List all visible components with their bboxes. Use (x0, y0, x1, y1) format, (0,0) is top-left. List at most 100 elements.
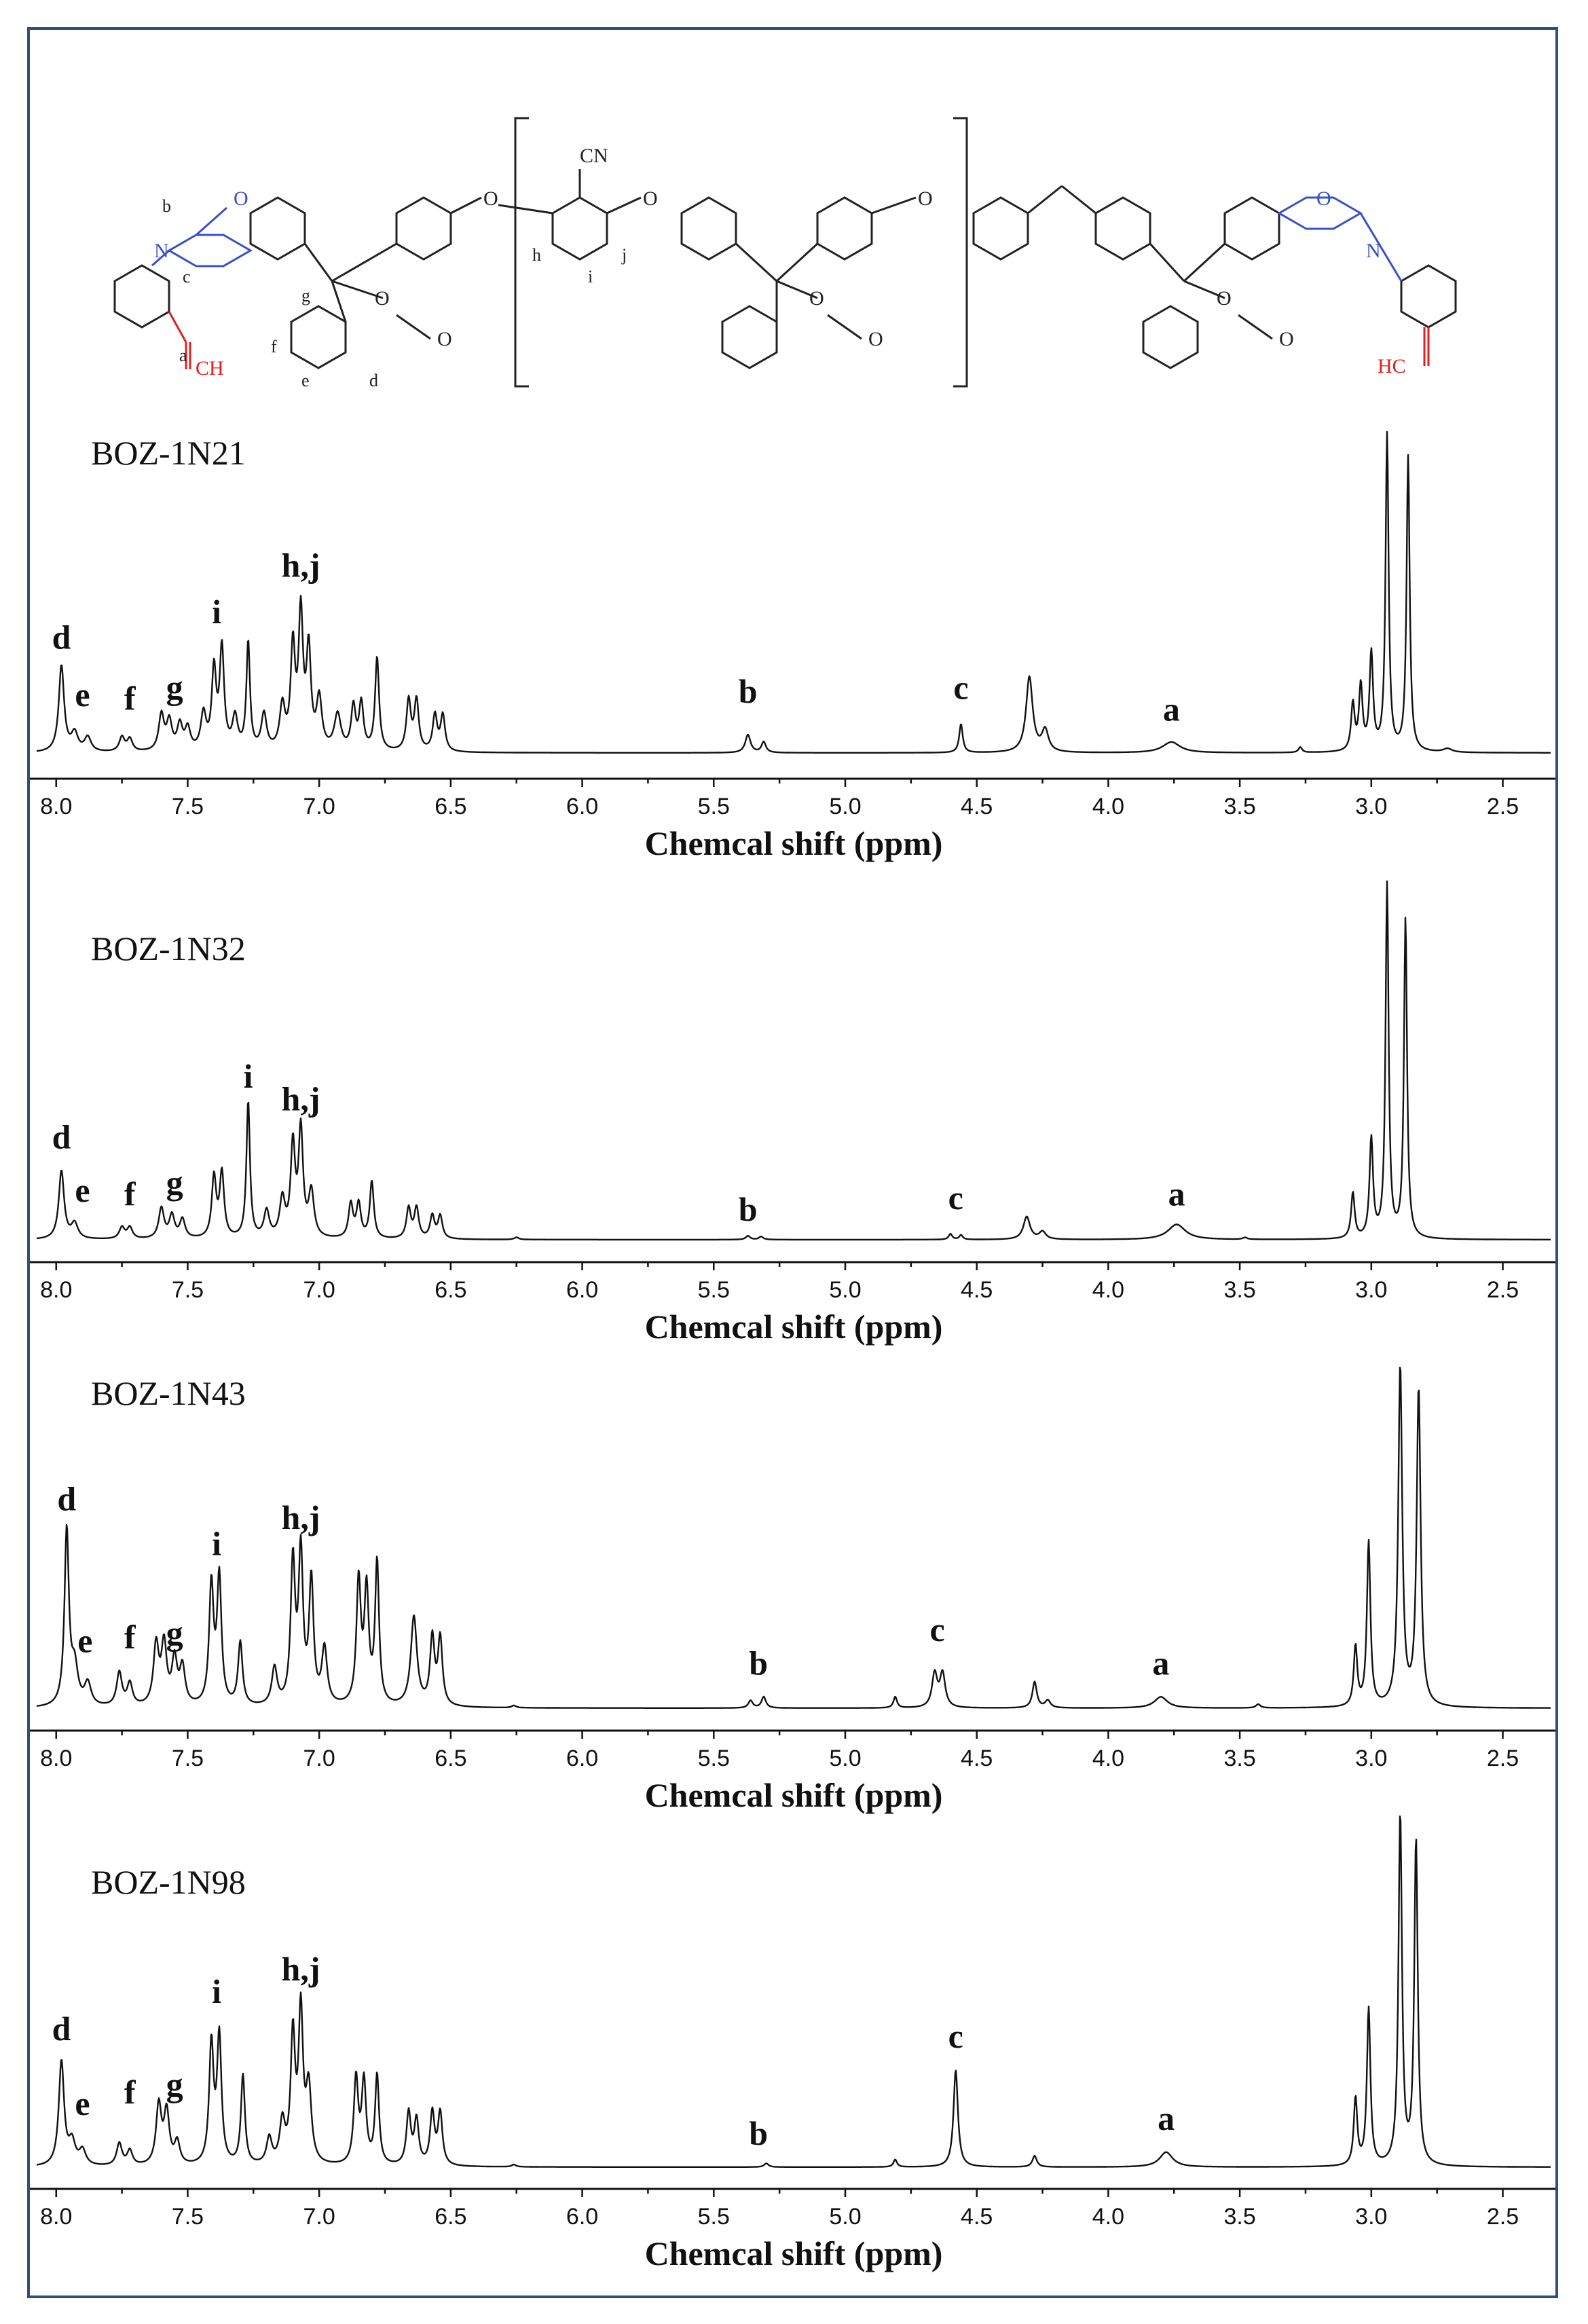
phenyl-ring-ether-left (395, 196, 452, 261)
x-tick-label: 3.5 (1223, 1746, 1255, 1771)
x-tick-label: 6.0 (566, 1746, 598, 1771)
carbonyl-o-label: O (437, 328, 452, 350)
carbonyl-o-label-2: O (868, 328, 883, 350)
ether-bond (871, 196, 917, 215)
peak-label-a: a (1158, 2099, 1175, 2137)
peak-label-i: i (212, 593, 221, 631)
methylene-bond (1061, 185, 1096, 215)
struct-letter-h: h (532, 245, 541, 265)
peak-label-d: d (57, 1480, 76, 1518)
struct-letter-g: g (301, 286, 310, 306)
alkyne-label-left: CH (196, 357, 224, 380)
x-axis-label: Chemcal shift (ppm) (645, 1776, 943, 1814)
struct-letter-d: d (369, 371, 378, 390)
peak-label-i: i (212, 1525, 221, 1563)
spectrum-panel-1: BOZ-1N21 8.0 7.5 7.0 6.5 6.0 5.5 5.0 4.5 4.0 3.5 3.… (30, 430, 1555, 862)
benzonitrile-ring (551, 196, 608, 261)
phenyl-ring-mid-b (816, 196, 873, 261)
peak-label-e: e (75, 2084, 90, 2122)
peak-label-i: i (212, 1972, 221, 2010)
panel-title: BOZ-1N43 (91, 1374, 246, 1412)
peak-label-b: b (749, 1644, 768, 1682)
peak-label-hj: h,j (282, 1950, 320, 1988)
phthalide-ring-left (290, 305, 347, 369)
spectrum-trace (36, 430, 1551, 754)
peak-label-e: e (77, 1622, 92, 1660)
peak-label-b: b (739, 672, 758, 710)
peak-label-c: c (953, 669, 968, 707)
struct-letter-j: j (621, 245, 627, 265)
methylene-bond (1027, 185, 1063, 215)
x-tick-label: 2.5 (1487, 794, 1519, 819)
peak-label-d: d (52, 1118, 71, 1156)
x-tick-label: 3.0 (1355, 794, 1387, 819)
phenyl-ring-right-end (1400, 264, 1457, 329)
x-tick-label: 3.5 (1223, 794, 1255, 819)
x-tick-label: 3.0 (1355, 2204, 1387, 2230)
x-axis-label: Chemcal shift (ppm) (645, 824, 943, 862)
ether-o-label: O (483, 187, 498, 210)
x-tick-label: 8.0 (40, 1277, 72, 1303)
peak-label-hj: h,j (282, 1498, 320, 1536)
x-tick-label: 5.5 (698, 1746, 730, 1771)
x-tick-label: 5.5 (698, 794, 730, 819)
x-tick-label: 5.0 (829, 2204, 861, 2230)
phenyl-ring-left (113, 264, 170, 329)
x-tick-label: 8.0 (40, 794, 72, 819)
chemical-structure: CH N O O O O (113, 117, 1457, 390)
x-tick-label: 5.0 (829, 1746, 861, 1771)
phenyl-ring-right-a (972, 196, 1029, 261)
x-tick-label: 4.0 (1092, 794, 1124, 819)
x-tick-label: 6.0 (566, 2204, 598, 2230)
x-tick-label: 8.0 (40, 2204, 72, 2230)
x-tick-label: 4.5 (961, 1277, 993, 1303)
struct-letter-i: i (588, 267, 593, 287)
peak-label-f: f (124, 679, 136, 717)
ether-bond (606, 196, 642, 215)
phenyl-ring-mid-a (680, 196, 737, 261)
x-tick-label: 2.5 (1487, 2204, 1519, 2230)
x-tick-label: 7.5 (172, 1277, 204, 1303)
x-tick-label: 2.5 (1487, 1277, 1519, 1303)
x-tick-label: 7.5 (172, 1746, 204, 1771)
panel-title: BOZ-1N21 (91, 434, 246, 472)
x-tick-label: 5.0 (829, 1277, 861, 1303)
quaternary-bond (775, 242, 819, 282)
struct-letter-a: a (179, 346, 187, 365)
peak-label-d: d (52, 618, 71, 656)
x-axis-label: Chemcal shift (ppm) (645, 2234, 943, 2272)
x-tick-label: 6.5 (435, 1746, 466, 1771)
peak-label-a: a (1152, 1644, 1169, 1682)
struct-letter-f: f (271, 337, 277, 356)
x-tick-label: 3.0 (1355, 1277, 1387, 1303)
spectrum-trace (36, 1367, 1551, 1709)
peak-label-i: i (244, 1057, 253, 1095)
ether-o-label-2: O (643, 187, 658, 210)
n-aryl-bond (1359, 213, 1403, 282)
panel-title: BOZ-1N98 (91, 1863, 246, 1901)
peak-label-hj: h,j (282, 1080, 320, 1118)
lactone-o-label-3: O (1217, 287, 1232, 310)
peak-label-g: g (166, 1164, 183, 1202)
x-tick-label: 6.0 (566, 1277, 598, 1303)
x-tick-label: 3.0 (1355, 1746, 1387, 1771)
phthalide-ring-right (1142, 305, 1199, 369)
peak-label-g: g (166, 669, 183, 707)
lactone-o-label-2: O (809, 287, 824, 310)
ether-o-label-3: O (918, 187, 933, 210)
x-tick-label: 6.5 (435, 2204, 466, 2230)
peak-label-d: d (52, 2010, 71, 2048)
x-tick-label: 7.0 (303, 794, 335, 819)
x-tick-label: 5.5 (698, 1277, 730, 1303)
spectra-panels: BOZ-1N21 8.0 7.5 7.0 6.5 6.0 5.5 5.0 4.5 4.0 3.5 3.… (30, 430, 1555, 2272)
oxazine-n-label-right: N (1366, 240, 1381, 262)
x-tick-label: 6.0 (566, 794, 598, 819)
peak-label-g: g (166, 2066, 183, 2104)
x-tick-label: 5.5 (698, 2204, 730, 2230)
carbonyl-bond (396, 314, 431, 340)
repeat-bracket-right (953, 117, 968, 388)
quaternary-bond (1149, 242, 1185, 282)
oxazine-o-label-right: O (1316, 187, 1331, 210)
peak-label-b: b (739, 1190, 758, 1228)
quaternary-bond (331, 280, 347, 322)
